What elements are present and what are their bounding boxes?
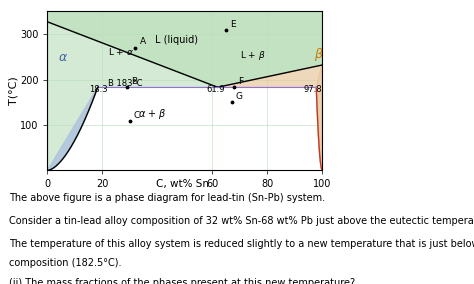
Text: F: F [238,77,244,86]
Text: B: B [131,77,137,86]
Text: The above figure is a phase diagram for lead-tin (Sn-Pb) system.: The above figure is a phase diagram for … [9,193,326,203]
Text: $\alpha$: $\alpha$ [58,51,68,64]
Text: $\beta$: $\beta$ [314,46,324,63]
Text: 61.9: 61.9 [207,85,225,94]
Text: G: G [236,92,243,101]
Text: C: C [134,111,140,120]
Text: E: E [230,20,236,29]
Text: L + $\beta$: L + $\beta$ [240,49,265,62]
Text: 18.3: 18.3 [89,85,107,94]
Text: (ii) The mass fractions of the phases present at this new temperature?: (ii) The mass fractions of the phases pr… [9,278,356,284]
Text: composition (182.5°C).: composition (182.5°C). [9,258,122,268]
Text: $\alpha$ + $\beta$: $\alpha$ + $\beta$ [138,107,167,121]
Polygon shape [316,65,322,170]
Text: Consider a tin-lead alloy composition of 32 wt% Sn-68 wt% Pb just above the eute: Consider a tin-lead alloy composition of… [9,216,474,226]
Text: 97.8: 97.8 [303,85,322,94]
Text: L (liquid): L (liquid) [155,35,198,45]
Polygon shape [47,11,322,87]
Y-axis label: T(°C): T(°C) [9,76,18,105]
Polygon shape [47,22,98,170]
Text: The temperature of this alloy system is reduced slightly to a new temperature th: The temperature of this alloy system is … [9,239,474,248]
Text: A: A [139,37,146,46]
Polygon shape [47,22,218,170]
Text: L + $\alpha$: L + $\alpha$ [108,47,134,57]
Polygon shape [218,65,322,170]
Text: C, wt% Sn: C, wt% Sn [156,179,209,189]
Text: B 183°C: B 183°C [108,79,142,88]
